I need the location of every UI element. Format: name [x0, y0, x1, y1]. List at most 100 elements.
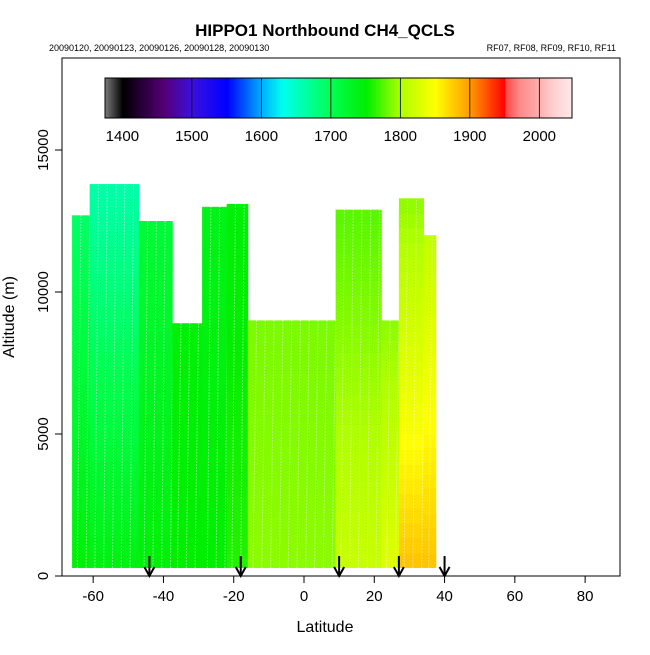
heatmap-cell [381, 350, 400, 361]
colorbar-segment [384, 78, 387, 118]
colorbar-segment [356, 78, 359, 118]
colorbar-segment [515, 78, 517, 118]
heatmap-cell [89, 184, 140, 200]
colorbar-segment [352, 78, 355, 118]
colorbar-segment [128, 78, 131, 118]
colorbar-segment [118, 78, 121, 118]
colorbar-segment [262, 78, 264, 118]
colorbar-segment [502, 78, 505, 118]
heatmap-cell [202, 423, 228, 439]
colorbar-segment [362, 78, 364, 118]
heatmap-cell [335, 452, 382, 468]
colorbar-segment [317, 78, 320, 118]
colorbar-segment [310, 78, 313, 118]
flight-track [270, 320, 275, 568]
heatmap-cell [381, 330, 400, 341]
heatmap-cell [172, 489, 203, 500]
heatmap-cell [335, 467, 382, 483]
colorbar-segment [530, 78, 533, 118]
heatmap-cell [202, 538, 228, 554]
colorbar-segment [471, 78, 474, 118]
heatmap-cell [89, 460, 140, 476]
heatmap-cell [247, 488, 337, 499]
colorbar-segment [453, 78, 456, 118]
heatmap-cell [226, 320, 249, 336]
colorbar-segment [160, 78, 163, 118]
heatmap-cell [381, 518, 400, 529]
colorbar-segment [267, 78, 270, 118]
colorbar-segment [331, 78, 334, 118]
heatmap-cell [247, 399, 337, 410]
heatmap-cell [381, 537, 400, 549]
heatmap-cell [172, 547, 203, 559]
colorbar-tick-label: 2000 [523, 128, 556, 145]
heatmap-cell [72, 482, 91, 498]
colorbar-segment [274, 78, 277, 118]
colorbar-segment [431, 78, 434, 118]
heatmap-cell [335, 481, 382, 497]
heatmap-cell [398, 227, 424, 244]
heatmap-cell [72, 440, 91, 456]
colorbar-segment [388, 78, 391, 118]
colorbar-segment [537, 78, 540, 118]
flight-track [169, 220, 175, 568]
heatmap-cell [172, 411, 203, 422]
colorbar-segment [184, 78, 187, 118]
heatmap-cell [202, 408, 228, 424]
colorbar-segment [349, 78, 352, 118]
heatmap-cell [381, 488, 400, 499]
colorbar-segment [403, 78, 406, 118]
heatmap-cell [202, 394, 228, 410]
colorbar-segment [451, 78, 453, 118]
heatmap-cell [202, 495, 228, 511]
heatmap-cell [335, 352, 382, 368]
colorbar-segment [367, 78, 370, 118]
colorbar-segment [230, 78, 232, 118]
colorbar-segment [466, 78, 469, 118]
colorbar-segment [195, 78, 198, 118]
colorbar-segment [296, 78, 299, 118]
colorbar-segment [492, 78, 495, 118]
heatmap-cell [398, 198, 424, 214]
colorbar-segment [250, 78, 253, 118]
heatmap-cell [202, 351, 228, 366]
colorbar-segment [295, 78, 298, 118]
colorbar-segment [484, 78, 487, 118]
subtitle-dates: 20090120, 20090123, 20090126, 20090128, … [49, 43, 269, 53]
colorbar-segment [134, 78, 136, 118]
colorbar-segment [459, 78, 462, 118]
heatmap-cell [381, 429, 400, 440]
flight-track [322, 320, 328, 568]
colorbar-segment [495, 78, 498, 118]
heatmap-cell [226, 378, 249, 394]
colorbar-segment [253, 78, 256, 118]
heatmap-cell [226, 392, 249, 409]
colorbar-segment [520, 78, 523, 118]
colorbar-segment [401, 78, 403, 118]
colorbar-segment [316, 78, 319, 118]
colorbar-segment [351, 78, 353, 118]
colorbar-segment [510, 78, 513, 118]
heatmap-cell [423, 261, 437, 276]
colorbar-segment [496, 78, 499, 118]
y-tick-label: 10000 [35, 271, 52, 313]
colorbar-segment [246, 78, 249, 118]
heatmap-cell [172, 557, 203, 568]
colorbar-segment [512, 78, 515, 118]
heatmap-cell [89, 230, 140, 246]
colorbar-segment [153, 78, 156, 118]
colorbar-segment [227, 78, 230, 118]
heatmap-cell [398, 464, 424, 480]
colorbar-segment [535, 78, 538, 118]
x-tick-label: -20 [223, 588, 245, 605]
colorbar-segment [523, 78, 526, 118]
heatmap-cell [138, 221, 173, 236]
heatmap-cell [226, 523, 249, 539]
colorbar-segment [516, 78, 519, 118]
colorbar-segment [348, 78, 351, 118]
heatmap-cell [226, 262, 249, 278]
heatmap-cell [381, 508, 400, 519]
colorbar-segment [485, 78, 488, 118]
colorbar-segment [132, 78, 135, 118]
colorbar-segment [412, 78, 414, 118]
